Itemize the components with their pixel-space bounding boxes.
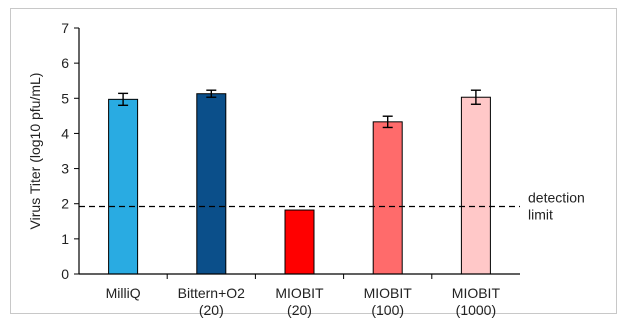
y-tick-label: 6 [61, 55, 69, 71]
bar [196, 93, 227, 275]
x-category-label: (1000) [456, 302, 496, 318]
y-tick-label: 3 [61, 161, 69, 177]
y-tick-label: 4 [61, 125, 69, 141]
x-category-label: MIOBIT [452, 285, 501, 301]
bar [108, 98, 139, 275]
detection-limit-label-line-1: detection [528, 190, 585, 206]
error-bar [118, 92, 129, 107]
error-bars [118, 89, 481, 129]
x-category-label: Bittern+O2 [178, 285, 246, 301]
x-category-label: MIOBIT [275, 285, 324, 301]
y-axis-title: Virus Titer (log10 pfu/mL) [27, 73, 43, 230]
x-category-label: (100) [371, 302, 404, 318]
x-axis-labels: MilliQ Bittern+O2(20)MIOBIT(20)MIOBIT(100… [106, 274, 501, 318]
bar [284, 209, 315, 275]
y-tick-label: 2 [61, 196, 69, 212]
x-category-label: MilliQ [106, 285, 141, 301]
y-axis-ticks: 0 1 2 3 4 5 6 7 [61, 20, 79, 282]
detection-limit-label-line-2: limit [528, 207, 553, 223]
x-category-label: MIOBIT [364, 285, 413, 301]
x-category-label: (20) [199, 302, 224, 318]
y-tick-label: 0 [61, 266, 69, 282]
error-bar [206, 89, 217, 98]
y-tick-label: 7 [61, 20, 69, 36]
bars [108, 93, 491, 275]
bar [372, 121, 403, 275]
error-bar [382, 115, 393, 129]
bar [460, 96, 491, 275]
y-tick-label: 5 [61, 90, 69, 106]
error-bar [470, 89, 481, 105]
x-category-label: (20) [287, 302, 312, 318]
y-tick-label: 1 [61, 231, 69, 247]
